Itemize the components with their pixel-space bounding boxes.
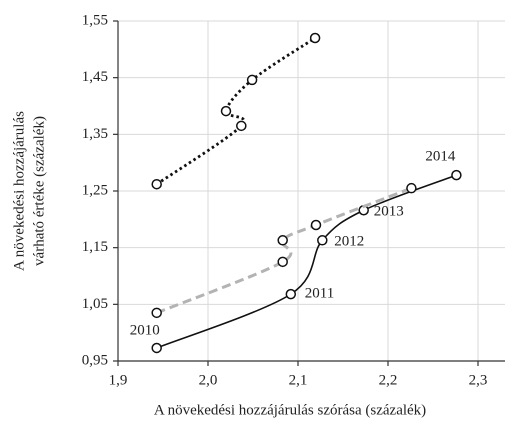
point-label: 2010 — [130, 322, 160, 338]
y-tick-label: 0,95 — [82, 352, 108, 368]
point-label: 2011 — [305, 286, 334, 302]
x-tick-label: 2,0 — [199, 372, 218, 388]
point — [151, 307, 162, 319]
x-axis-label: A növekedési hozzájárulás szórása (száza… — [154, 402, 426, 418]
x-tick-label: 2,3 — [469, 372, 488, 388]
y-tick-label: 1,45 — [82, 69, 108, 85]
point-label: 2014 — [425, 149, 456, 165]
y-tick-label: 1,35 — [82, 126, 108, 142]
point-label: 2013 — [374, 204, 404, 220]
point — [236, 120, 247, 132]
point — [151, 178, 162, 190]
y-tick-label: 1,15 — [82, 239, 108, 255]
y-axis-label: várható értéke (százalék) — [31, 116, 47, 266]
series-line — [156, 174, 457, 349]
y-tick-label: 1,55 — [82, 12, 108, 28]
x-tick-label: 2,2 — [379, 372, 398, 388]
point — [310, 219, 322, 231]
x-tick-label: 2,1 — [289, 372, 308, 388]
point — [451, 169, 462, 181]
point — [151, 342, 162, 354]
series-line — [156, 186, 412, 315]
point — [277, 256, 288, 268]
point — [406, 182, 417, 194]
point — [285, 288, 297, 300]
y-tick-label: 1,25 — [82, 182, 108, 198]
point-label: 2012 — [334, 234, 364, 250]
point — [309, 32, 321, 44]
y-axis-label: A növekedési hozzájárulás — [11, 111, 27, 271]
point — [317, 235, 328, 246]
point — [246, 74, 258, 86]
series-line — [155, 36, 316, 186]
y-tick-label: 1,05 — [82, 296, 108, 312]
x-tick-label: 1,9 — [109, 372, 128, 388]
point — [220, 105, 232, 117]
point — [277, 235, 288, 246]
